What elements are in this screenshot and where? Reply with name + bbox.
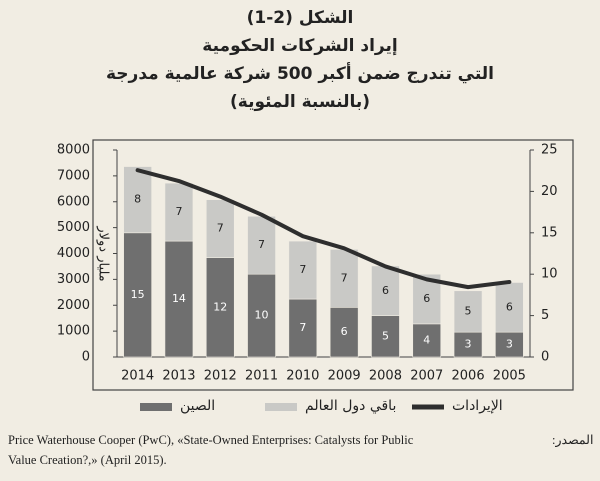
bar bbox=[288, 298, 318, 358]
value-label: 14 bbox=[172, 292, 186, 305]
bar bbox=[247, 215, 276, 275]
y2-tick-label: 10 bbox=[541, 267, 558, 282]
y2-tick-label: 0 bbox=[541, 350, 549, 365]
value-label: 7 bbox=[175, 205, 182, 218]
y-tick-label: 1000 bbox=[57, 324, 90, 339]
value-label: 5 bbox=[465, 304, 472, 317]
bar bbox=[164, 182, 194, 242]
y-tick-label: 4000 bbox=[57, 246, 90, 261]
legend-label: الصين bbox=[180, 398, 215, 414]
chart-title: التي تندرج ضمن أكبر 500 شركة عالمية مدرج… bbox=[106, 62, 494, 84]
value-label: 6 bbox=[382, 284, 389, 297]
y2-tick-label: 20 bbox=[541, 184, 558, 199]
x-tick-label: 2013 bbox=[162, 369, 195, 384]
x-tick-label: 2010 bbox=[286, 369, 319, 384]
y2-tick-label: 5 bbox=[541, 308, 549, 323]
chart-title: إيراد الشركات الحكومية bbox=[202, 36, 397, 56]
line bbox=[135, 168, 512, 290]
bar bbox=[123, 232, 152, 358]
bar bbox=[205, 257, 235, 358]
value-label: 7 bbox=[258, 238, 265, 251]
value-label: 3 bbox=[465, 338, 472, 351]
value-label: 12 bbox=[213, 300, 227, 313]
bar bbox=[371, 315, 400, 358]
x-tick-label: 2008 bbox=[369, 369, 402, 384]
value-label: 7 bbox=[299, 263, 306, 276]
legend-swatch bbox=[140, 403, 172, 411]
y-tick-label: 8000 bbox=[57, 143, 90, 158]
value-label: 5 bbox=[382, 329, 389, 342]
legend-label: باقي دول العالم bbox=[305, 398, 396, 414]
bar bbox=[247, 273, 276, 358]
bar bbox=[123, 166, 152, 234]
source-text: Value Creation?,» (April 2015). bbox=[8, 453, 167, 467]
value-label: 6 bbox=[506, 300, 513, 313]
bar bbox=[495, 331, 524, 358]
value-label: 7 bbox=[341, 271, 348, 284]
y-tick-label: 7000 bbox=[57, 168, 90, 183]
y-tick-label: 6000 bbox=[57, 194, 90, 209]
value-label: 8 bbox=[134, 193, 141, 206]
value-label: 6 bbox=[423, 292, 430, 305]
bar bbox=[412, 323, 442, 358]
chart-frame bbox=[92, 139, 574, 391]
x-tick-label: 2012 bbox=[204, 369, 237, 384]
y-tick-label: 3000 bbox=[57, 272, 90, 287]
y-axis-label: مليار دولار bbox=[96, 225, 111, 281]
value-label: 6 bbox=[341, 325, 348, 338]
y-tick-label: 2000 bbox=[57, 298, 90, 313]
bar bbox=[288, 240, 318, 300]
value-label: 7 bbox=[299, 321, 306, 334]
y-tick-label: 5000 bbox=[57, 220, 90, 235]
x-tick-label: 2009 bbox=[328, 369, 361, 384]
value-label: 10 bbox=[255, 309, 269, 322]
bar bbox=[453, 290, 483, 333]
chart-title: (بالنسبة المئوية) bbox=[230, 92, 370, 112]
source-label: المصدر: bbox=[552, 433, 593, 448]
bar bbox=[453, 331, 483, 358]
bar bbox=[495, 282, 524, 333]
x-tick-label: 2007 bbox=[410, 369, 443, 384]
x-tick-label: 2005 bbox=[493, 369, 526, 384]
bar bbox=[164, 240, 194, 358]
x-tick-label: 2006 bbox=[452, 369, 485, 384]
value-label: 4 bbox=[423, 333, 430, 346]
legend-swatch bbox=[265, 403, 297, 411]
chart-title: الشكل (2-1) bbox=[247, 8, 354, 28]
bar bbox=[205, 199, 235, 258]
value-label: 7 bbox=[217, 222, 224, 235]
source-text: Price Waterhouse Cooper (PwC), «State-Ow… bbox=[8, 433, 414, 447]
value-label: 3 bbox=[506, 338, 513, 351]
value-label: 15 bbox=[131, 288, 145, 301]
y2-tick-label: 25 bbox=[541, 143, 558, 158]
bar bbox=[371, 265, 400, 316]
x-tick-label: 2014 bbox=[121, 369, 154, 384]
y-tick-label: 0 bbox=[82, 350, 90, 365]
x-tick-label: 2011 bbox=[245, 369, 278, 384]
y2-tick-label: 15 bbox=[541, 225, 558, 240]
legend-label: الإيرادات bbox=[452, 398, 503, 414]
bar bbox=[329, 249, 359, 308]
